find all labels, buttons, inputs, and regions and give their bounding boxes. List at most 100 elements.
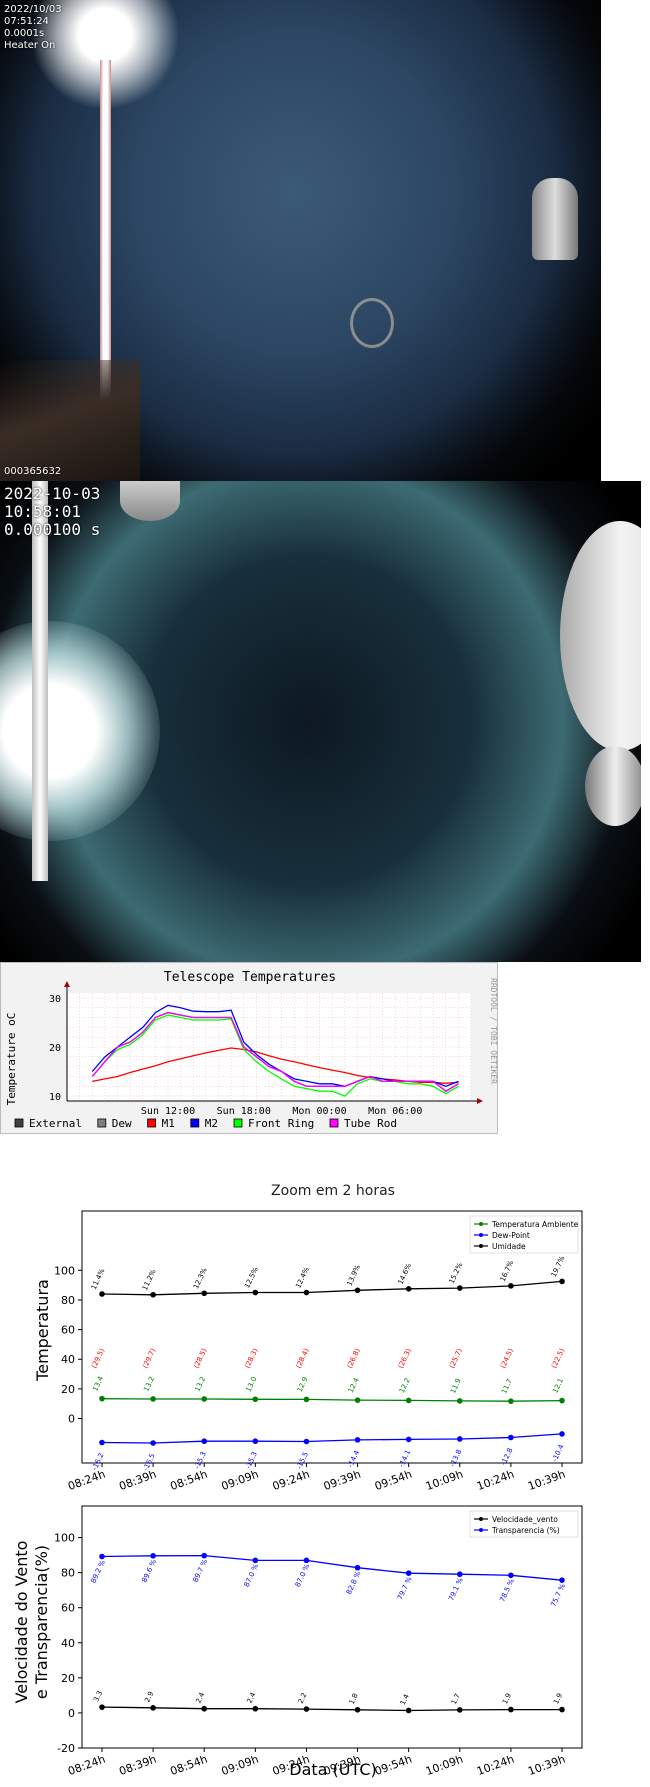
x-tick-label: Mon 06:00 (368, 1106, 422, 1117)
data-label: 15.2% (448, 1261, 465, 1285)
data-label: -10.4 (551, 1443, 566, 1463)
data-point (559, 1278, 565, 1285)
data-label: 89.7 % (192, 1558, 210, 1584)
bottom-chart: -20 0 20 40 60 80 100 08:24h 08:39h 08:54h 09:09h 0… (54, 1505, 583, 1778)
data-label: 11.4% (90, 1267, 107, 1291)
data-label: -16.5 (142, 1452, 157, 1472)
data-label: 2.4 (246, 1691, 258, 1705)
series-line-m1 (92, 1047, 459, 1084)
legend-label: M1 (162, 1117, 175, 1130)
data-point (252, 1557, 259, 1564)
x-tick-label: 08:24h (66, 1753, 107, 1778)
camera1-heater-status: Heater On (4, 40, 56, 51)
y-axis-label: Temperature oC (5, 1013, 18, 1106)
sun-glare (0, 621, 160, 841)
data-point (303, 1438, 310, 1445)
data-label: 13.9% (345, 1263, 362, 1287)
data-label: 1.9 (552, 1692, 564, 1705)
camera2-time: 10:58:01 (4, 502, 82, 521)
legend-label: Tube Rod (344, 1117, 397, 1130)
data-label: 13.0 (245, 1376, 259, 1394)
red-annotation: (28.4) (295, 1347, 311, 1370)
plot-frame (81, 1210, 583, 1464)
camera2-exposure: 0.000100 s (4, 520, 101, 539)
telescope-dome-large (560, 521, 641, 751)
x-tick-label: Mon 00:00 (292, 1106, 346, 1117)
data-label: 2.4 (194, 1691, 206, 1705)
data-point (303, 1289, 310, 1296)
data-label: -14.4 (346, 1449, 361, 1469)
y-tick-label: 80 (61, 1567, 75, 1580)
data-point (99, 1553, 105, 1560)
telescope-temperatures-svg: Telescope Temperatures Temperature oC RR… (5, 970, 498, 1130)
dome-edge (120, 481, 180, 521)
telescope-temperatures-chart: Telescope Temperatures Temperature oC RR… (0, 962, 498, 1134)
data-point (150, 1291, 156, 1298)
red-annotation: (26.8) (346, 1347, 362, 1370)
data-label: 12.5% (243, 1266, 260, 1290)
chart-title: Telescope Temperatures (164, 970, 336, 985)
legend-marker (479, 1517, 483, 1521)
series-lines (91, 1004, 459, 1097)
data-label: 19.7% (550, 1254, 567, 1278)
y-tick-label: 0 (68, 1707, 75, 1720)
data-label: 89.2 % (89, 1559, 107, 1585)
data-point (559, 1577, 565, 1583)
data-point (508, 1398, 514, 1404)
data-point (559, 1706, 565, 1713)
series-line (101, 1280, 563, 1296)
x-tick-label: 10:39h (526, 1468, 567, 1493)
data-point (508, 1283, 514, 1289)
data-label: 12.2 (398, 1377, 412, 1395)
red-annotation: (29.5) (90, 1347, 106, 1370)
y-tick-label: 10 (49, 1092, 61, 1103)
series-line (101, 1554, 563, 1581)
data-point (303, 1557, 310, 1564)
legend-marker (479, 1244, 483, 1248)
legend-swatch (97, 1118, 107, 1128)
data-label: 13.2 (142, 1375, 156, 1393)
data-label: 14.6% (397, 1262, 414, 1286)
y-tick-label: 20 (61, 1383, 75, 1396)
top-y-axis-label: Temperatura (33, 1279, 52, 1382)
y-tick-label: 80 (61, 1294, 75, 1307)
y-tick-label: 40 (61, 1353, 75, 1366)
data-point (150, 1553, 156, 1559)
legend-swatch (190, 1118, 200, 1128)
legend-swatch (14, 1118, 24, 1128)
data-label: 11.2% (141, 1268, 158, 1292)
data-label: 79.1 % (447, 1576, 465, 1602)
x-tick-label: 10:24h (475, 1468, 516, 1493)
data-point (99, 1291, 105, 1297)
red-annotation: (22.5) (550, 1347, 566, 1370)
allsky-camera-image-2: 2022-10-03 10:58:01 0.000100 s (0, 481, 641, 962)
x-axis-arrow (477, 1098, 483, 1104)
legend-label: Temperatura Ambiente (491, 1220, 579, 1229)
sun-smear-streak (100, 60, 111, 481)
data-point (456, 1436, 463, 1442)
legend-label: M2 (205, 1117, 218, 1130)
legend-label: Transparencia (%) (491, 1526, 560, 1535)
x-tick-label: 09:24h (271, 1468, 312, 1493)
legend-label: Velocidade_vento (492, 1515, 558, 1524)
data-point (99, 1395, 105, 1402)
red-annotation: (29.7) (141, 1347, 157, 1370)
data-point (354, 1564, 361, 1571)
data-label: 2.2 (297, 1691, 309, 1704)
data-label: 87.0 % (294, 1562, 312, 1588)
red-annotation: (24.5) (499, 1347, 515, 1370)
y-tick-label: 60 (61, 1602, 75, 1615)
data-label: -15.5 (295, 1451, 310, 1471)
x-tick-label: 08:39h (117, 1753, 158, 1778)
data-point (405, 1570, 412, 1576)
data-point (456, 1285, 463, 1291)
x-tick-label: Sun 18:00 (217, 1106, 271, 1117)
data-label: -12.8 (500, 1447, 515, 1467)
data-label: 12.4% (294, 1266, 311, 1290)
x-tick-label: 09:39h (322, 1468, 363, 1493)
y-tick-label: 100 (54, 1264, 75, 1277)
zoom-title: Zoom em 2 horas (271, 1183, 395, 1199)
x-tick-label: 08:39h (117, 1468, 158, 1493)
bottom-y-axis-label-line2: e Transparencia(%) (32, 1545, 51, 1699)
data-point (150, 1440, 156, 1446)
